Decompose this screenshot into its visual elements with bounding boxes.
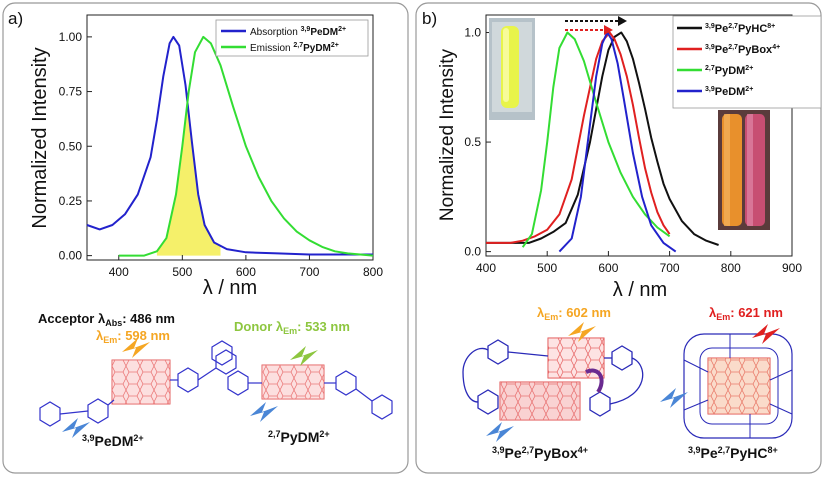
chart-a-ytick-label: 0.50 — [59, 139, 83, 153]
chart-b-xtick-label: 600 — [598, 261, 618, 275]
chart-b: 400 500 600 700 800 900 0.0 0.5 1.0 Normalized I… — [437, 14, 822, 301]
photo-green-solution — [489, 18, 535, 120]
pyhc-emission-bolt-icon — [752, 324, 780, 344]
chart-a-series-pedm — [86, 35, 373, 256]
chart-a-ylabel: Normalized Intensity — [29, 47, 51, 228]
panel-a-label: a) — [8, 9, 23, 28]
chart-b-legend: 3,9Pe2,7PyHC8+ 3,9Pe2,7PyBox4+ 2,7PyDM2+… — [672, 15, 822, 109]
pydm-name: 2,7PyDM2+ — [268, 429, 330, 445]
pybox-excitation-bolt-icon — [486, 422, 514, 442]
overlap-fill — [156, 102, 221, 256]
chart-a-xtick-label: 500 — [172, 265, 192, 279]
chart-b-frame — [485, 14, 793, 257]
legend-label-emission: Emission 2,7PyDM2+ — [250, 42, 339, 54]
panel-b-label: b) — [422, 9, 437, 28]
donor-excitation-bolt-icon — [250, 402, 278, 422]
chart-a-frame — [86, 14, 374, 261]
pyhc-emission-label: λEm: 621 nm — [709, 305, 783, 322]
pedm-name: 3,9PeDM2+ — [82, 433, 144, 449]
legend-box — [215, 19, 369, 57]
chart-a-ytick-label: 0.00 — [59, 249, 83, 263]
chart-b-xtick-label: 900 — [782, 261, 802, 275]
acceptor-emission-label: λEm: 598 nm — [96, 328, 170, 345]
legend-label-absorption: Absorption 3,9PeDM2+ — [250, 26, 346, 38]
legend-label-pydm: 2,7PyDM2+ — [705, 65, 753, 77]
pybox-structure — [462, 337, 644, 421]
chart-b-xtick-label: 400 — [476, 261, 496, 275]
chart-a-ytick-label: 1.00 — [59, 30, 83, 44]
legend-label-pybox: 3,9Pe2,7PyBox4+ — [705, 44, 780, 56]
photo-orange-pink-solutions — [718, 110, 770, 230]
chart-a-ytick-label: 0.75 — [59, 85, 83, 99]
pydm-structure — [211, 340, 393, 420]
shift-arrowhead-red — [604, 25, 613, 35]
pybox-emission-label: λEm: 602 nm — [537, 305, 611, 322]
chart-b-xtick-label: 500 — [537, 261, 557, 275]
chart-b-series-pepyhc — [486, 31, 719, 246]
chart-b-series-pedm — [558, 31, 677, 253]
chart-a-xtick-label: 800 — [363, 265, 383, 279]
pyhc-excitation-bolt-icon — [660, 388, 688, 408]
legend-label-pedm: 3,9PeDM2+ — [705, 86, 753, 98]
chart-a-xlabel: λ / nm — [203, 277, 257, 299]
chart-b-series-pydm — [521, 31, 671, 248]
legend-label-pyhc: 3,9Pe2,7PyHC8+ — [705, 23, 775, 35]
pyhc-structure — [683, 333, 793, 439]
chart-a: 400 500 600 700 800 0.00 0.25 0.50 0.75 1.00 Norm… — [29, 14, 383, 299]
chart-b-xtick-label: 700 — [660, 261, 680, 275]
shift-arrowhead-black — [618, 16, 627, 26]
pedm-structure — [39, 349, 237, 427]
chart-a-legend: Absorption 3,9PeDM2+ Emission 2,7PyDM2+ — [215, 19, 369, 57]
chart-a-xtick-label: 600 — [236, 265, 256, 279]
donor-label: Donor λEm: 533 nm — [234, 319, 350, 336]
chart-a-xtick-label: 700 — [299, 265, 319, 279]
acceptor-emission-bolt-icon — [122, 338, 150, 358]
chart-b-ytick-label: 0.0 — [464, 245, 481, 259]
chart-b-ylabel: Normalized Intensity — [437, 48, 458, 221]
chart-b-ytick-label: 0.5 — [464, 135, 481, 149]
pybox-emission-bolt-icon — [568, 322, 596, 342]
chart-a-ytick-label: 0.25 — [59, 194, 83, 208]
chart-b-xtick-label: 800 — [721, 261, 741, 275]
chart-b-ytick-label: 1.0 — [464, 26, 481, 40]
chart-b-series-pepybox — [486, 31, 671, 244]
pyhc-name: 3,9Pe2,7PyHC8+ — [688, 445, 778, 461]
legend-box-b — [672, 15, 822, 109]
panel-b-annotations: λEm: 602 nm λEm: 621 nm 3,9Pe2,7PyBox4+ — [462, 305, 793, 461]
pybox-name: 3,9Pe2,7PyBox4+ — [492, 445, 588, 461]
chart-a-series-pydm — [118, 35, 374, 257]
donor-emission-bolt-icon — [290, 346, 318, 366]
chart-b-xlabel: λ / nm — [613, 279, 667, 301]
chart-a-xtick-label: 400 — [109, 265, 129, 279]
acceptor-label: Acceptor λAbs: 486 nm — [38, 311, 175, 328]
acceptor-excitation-bolt-icon — [62, 418, 90, 438]
panel-a-annotations: Acceptor λAbs: 486 nm λEm: 598 nm Donor … — [38, 311, 393, 449]
